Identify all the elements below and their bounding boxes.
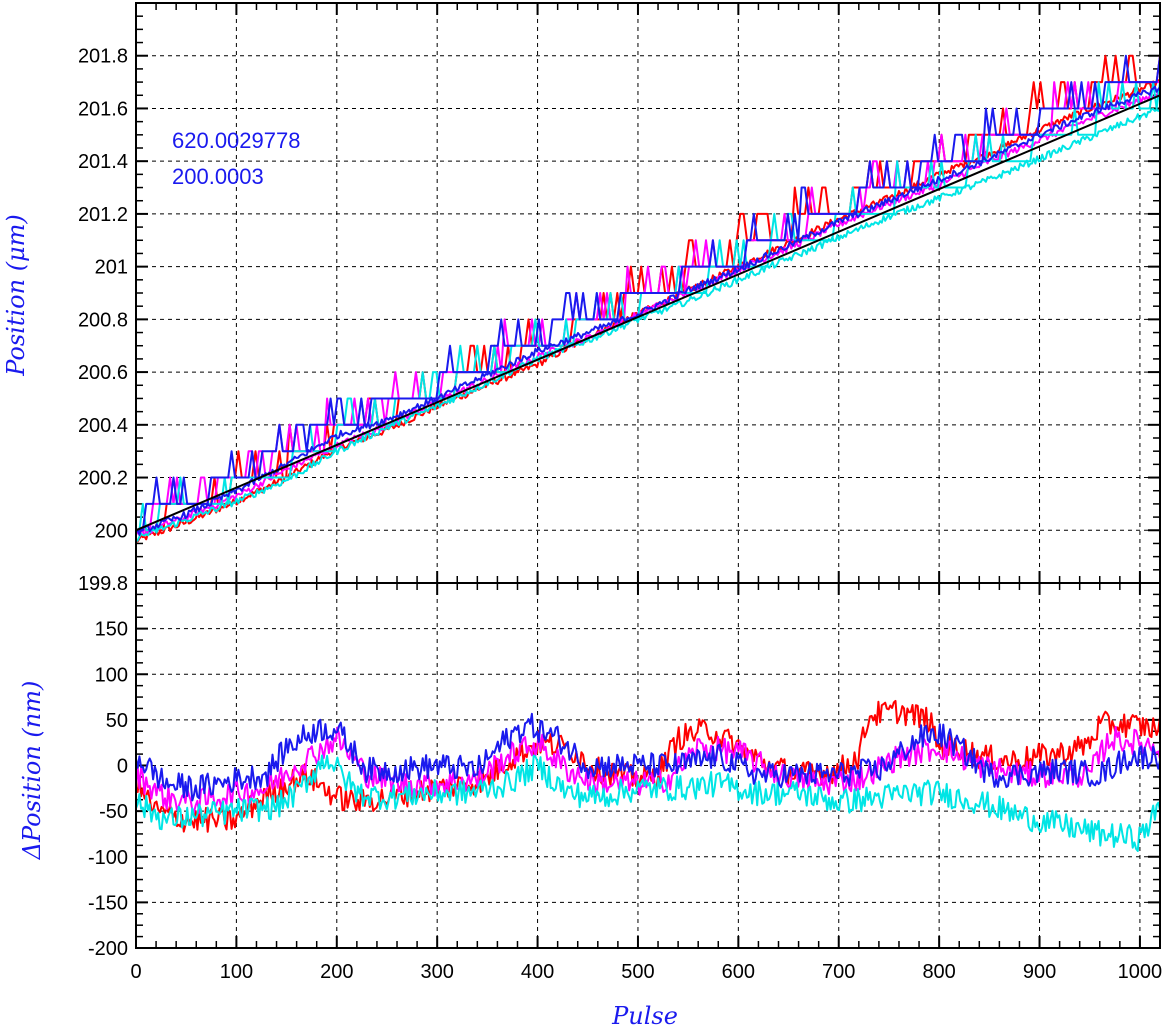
bottom-xtick-label-7: 700 (822, 961, 855, 983)
top-plot-area (136, 54, 1160, 543)
bottom-xtick-label-8: 800 (922, 961, 955, 983)
top-ytick-label-2: 200.2 (78, 468, 128, 490)
bottom-ytick-label-0: -200 (88, 938, 128, 960)
bottom-xtick-label-5: 500 (621, 961, 654, 983)
top-ytick-label-9: 201.6 (78, 98, 128, 120)
bottom-series-line-3 (136, 712, 1160, 802)
top-y-axis-label: Position (μm) (2, 214, 30, 377)
bottom-xtick-label-1: 100 (220, 961, 253, 983)
top-ytick-label-0: 199.8 (78, 573, 128, 595)
bottom-series-line-1 (136, 725, 1160, 814)
bottom-xtick-label-2: 200 (320, 961, 353, 983)
top-series-steps-3 (136, 54, 1160, 532)
bottom-xtick-label-9: 900 (1023, 961, 1056, 983)
bottom-y-axis-label: ΔPosition (nm) (18, 681, 46, 861)
top-panel: 199.8 200 200.2 200.4 200.6 200.8 201 201.2 201.… (78, 2, 1161, 595)
bottom-ytick-label-6: 100 (95, 664, 128, 686)
top-fit-line (136, 94, 1160, 532)
top-ytick-label-10: 201.8 (78, 46, 128, 68)
bottom-xtick-label-10: 1000 (1118, 961, 1163, 983)
bottom-xtick-label-6: 600 (722, 961, 755, 983)
top-ytick-label-3: 200.4 (78, 415, 128, 437)
top-ytick-label-1: 200 (95, 520, 128, 542)
top-series-line-3 (136, 85, 1160, 536)
bottom-plot-area (136, 699, 1160, 852)
bottom-xtick-label-0: 0 (130, 961, 141, 983)
top-ytick-label-7: 201.2 (78, 204, 128, 226)
bottom-xtick-label-3: 300 (420, 961, 453, 983)
x-axis-label: Pulse (611, 1002, 678, 1027)
bottom-panel: -200 -150 -100 -50 0 50 100 150 0 100 200 300 400 500… (88, 582, 1163, 983)
bottom-ytick-label-2: -100 (88, 847, 128, 869)
bottom-series-line-2 (136, 754, 1160, 852)
top-ytick-label-6: 201 (95, 257, 128, 279)
bottom-xtick-label-4: 400 (521, 961, 554, 983)
bottom-ytick-label-1: -150 (88, 892, 128, 914)
top-ytick-label-4: 200.6 (78, 362, 128, 384)
top-ytick-label-8: 201.4 (78, 151, 128, 173)
bottom-frame (135, 582, 1161, 949)
bottom-ytick-label-4: 0 (117, 756, 128, 778)
annotation-intercept: 200.0003 (172, 164, 264, 189)
annotation-slope: 620.0029778 (172, 128, 300, 153)
bottom-ytick-label-7: 150 (95, 619, 128, 641)
bottom-ytick-label-3: -50 (99, 801, 128, 823)
top-ytick-label-5: 200.8 (78, 309, 128, 331)
bottom-ytick-label-5: 50 (106, 710, 128, 732)
